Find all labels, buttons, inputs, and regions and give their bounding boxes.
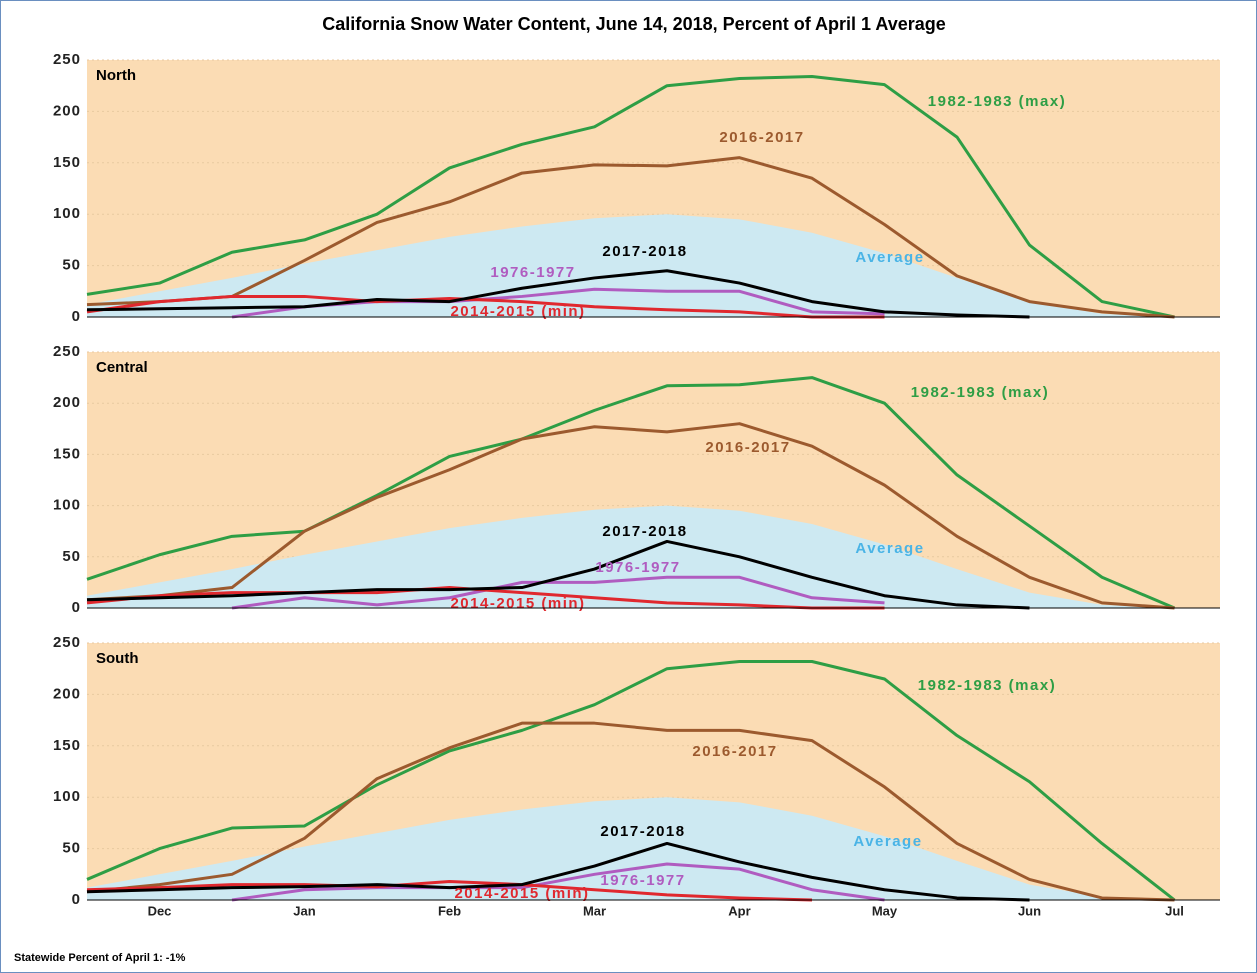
y-tick-label: 0 <box>72 599 81 616</box>
line <box>86 294 885 319</box>
y-tick-label: 0 <box>72 891 81 908</box>
series-label: 2017-2018 <box>602 523 687 540</box>
line <box>231 575 885 610</box>
series-label: 1976-1977 <box>490 264 575 281</box>
y-tick-label: 100 <box>53 497 81 514</box>
x-tick-label: Mar <box>583 903 606 918</box>
y-tick-label: 150 <box>53 445 81 462</box>
y-tick-label: 100 <box>53 205 81 222</box>
line <box>86 422 1175 610</box>
y-tick-label: 250 <box>53 634 81 651</box>
footer: Statewide Percent of April 1: -1% <box>14 952 186 964</box>
y-tick-label: 200 <box>53 394 81 411</box>
line <box>86 269 1030 319</box>
y-tick-label: 100 <box>53 788 81 805</box>
series-label: 1976-1977 <box>595 559 680 576</box>
x-tick-label: Jun <box>1018 903 1041 918</box>
line <box>86 879 813 902</box>
series-label: Average <box>855 540 924 557</box>
series-label: 1982-1983 (max) <box>928 93 1066 110</box>
line <box>86 74 1175 319</box>
series-label: 1976-1977 <box>600 872 685 889</box>
y-tick-label: 150 <box>53 737 81 754</box>
line <box>86 721 1175 902</box>
x-tick-label: Apr <box>728 903 750 918</box>
y-tick-label: 50 <box>62 257 81 274</box>
series-label: 2017-2018 <box>602 243 687 260</box>
y-tick-label: 50 <box>62 548 81 565</box>
line <box>86 586 885 610</box>
series-label: 2016-2017 <box>719 129 804 146</box>
panel-title: North <box>96 67 136 84</box>
series-label: 2014-2015 (min) <box>450 595 585 612</box>
y-tick-label: 200 <box>53 102 81 119</box>
line <box>86 156 1175 319</box>
series-label: Average <box>853 833 922 850</box>
line <box>86 376 1176 610</box>
panel-title: South <box>96 650 139 667</box>
series-label: 2017-2018 <box>600 823 685 840</box>
series-label: Average <box>855 249 924 266</box>
area <box>87 214 1175 317</box>
y-tick-label: 200 <box>53 685 81 702</box>
line <box>86 660 1176 902</box>
series-label: 1982-1983 (max) <box>918 677 1056 694</box>
x-tick-label: May <box>872 903 898 918</box>
series-label: 2016-2017 <box>705 439 790 456</box>
y-tick-label: 250 <box>53 343 81 360</box>
chart-title: California Snow Water Content, June 14, … <box>322 14 946 34</box>
x-tick-label: Dec <box>148 903 172 918</box>
panel-title: Central <box>96 359 148 376</box>
area <box>87 797 1175 900</box>
y-tick-label: 50 <box>62 840 81 857</box>
line <box>86 539 1030 610</box>
series-label: 2014-2015 (min) <box>450 303 585 320</box>
y-tick-label: 250 <box>53 51 81 68</box>
y-tick-label: 0 <box>72 308 81 325</box>
x-tick-label: Feb <box>438 903 461 918</box>
series-label: 2014-2015 (min) <box>454 885 589 902</box>
x-tick-label: Jan <box>293 903 315 918</box>
series-label: 1982-1983 (max) <box>911 384 1049 401</box>
y-tick-label: 150 <box>53 154 81 171</box>
x-tick-label: Jul <box>1165 903 1184 918</box>
line <box>231 862 885 902</box>
line <box>86 841 1030 902</box>
series-label: 2016-2017 <box>692 743 777 760</box>
